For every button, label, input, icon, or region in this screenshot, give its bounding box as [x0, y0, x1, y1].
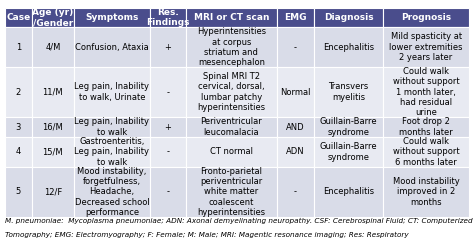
Bar — [74, 27, 150, 67]
Text: Mood instability
improved in 2
months: Mood instability improved in 2 months — [393, 177, 459, 207]
Text: EMG: EMG — [284, 13, 307, 22]
Text: Encephalitis: Encephalitis — [323, 43, 374, 52]
Bar — [32, 67, 74, 117]
Bar — [5, 8, 32, 27]
Bar — [277, 117, 314, 137]
Text: Leg pain, Inability
to walk, Urinate: Leg pain, Inability to walk, Urinate — [74, 82, 149, 102]
Bar — [186, 67, 277, 117]
Bar — [74, 167, 150, 217]
Text: Spinal MRI T2
cervical, dorsal,
lumbar patchy
hyperintensities: Spinal MRI T2 cervical, dorsal, lumbar p… — [197, 72, 265, 112]
Text: Mild spasticity at
lower extremities
2 years later: Mild spasticity at lower extremities 2 y… — [389, 33, 463, 62]
Text: 12/F: 12/F — [44, 187, 62, 196]
Text: Encephalitis: Encephalitis — [323, 187, 374, 196]
Bar — [150, 137, 186, 167]
Text: -: - — [166, 88, 170, 97]
Bar — [314, 27, 383, 67]
Text: Leg pain, Inability
to walk: Leg pain, Inability to walk — [74, 117, 149, 137]
Text: ADN: ADN — [286, 147, 305, 156]
Bar — [383, 167, 469, 217]
Bar — [150, 8, 186, 27]
Text: Guillain-Barre
syndrome: Guillain-Barre syndrome — [319, 142, 377, 162]
Bar — [74, 137, 150, 167]
Bar — [186, 27, 277, 67]
Bar — [186, 167, 277, 217]
Text: Prognosis: Prognosis — [401, 13, 451, 22]
Text: Guillain-Barre
syndrome: Guillain-Barre syndrome — [319, 117, 377, 137]
Bar — [277, 8, 314, 27]
Text: Confusion, Ataxia: Confusion, Ataxia — [75, 43, 149, 52]
Bar — [314, 137, 383, 167]
Bar — [314, 67, 383, 117]
Bar — [74, 67, 150, 117]
Bar — [277, 27, 314, 67]
Text: Could walk
without support
1 month later,
had residual
urine: Could walk without support 1 month later… — [393, 67, 459, 117]
Text: Foot drop 2
months later: Foot drop 2 months later — [399, 117, 453, 137]
Text: Transvers
myelitis: Transvers myelitis — [328, 82, 369, 102]
Text: Symptoms: Symptoms — [85, 13, 139, 22]
Bar — [150, 27, 186, 67]
Text: -: - — [166, 147, 170, 156]
Text: -: - — [294, 43, 297, 52]
Bar — [314, 167, 383, 217]
Bar — [74, 8, 150, 27]
Text: MRI or CT scan: MRI or CT scan — [193, 13, 269, 22]
Text: Hyperintensities
at corpus
striatum and
mesencephalon: Hyperintensities at corpus striatum and … — [197, 27, 266, 68]
Text: 1: 1 — [16, 43, 21, 52]
Bar — [277, 137, 314, 167]
Bar — [32, 27, 74, 67]
Bar — [150, 167, 186, 217]
Text: Periventricular
leucomalacia: Periventricular leucomalacia — [201, 117, 262, 137]
Bar — [32, 137, 74, 167]
Bar — [314, 117, 383, 137]
Bar — [5, 137, 32, 167]
Text: 2: 2 — [16, 88, 21, 97]
Bar — [383, 117, 469, 137]
Text: Fronto-parietal
periventricular
white matter
coalescent
hyperintensities: Fronto-parietal periventricular white ma… — [197, 167, 265, 217]
Text: CT normal: CT normal — [210, 147, 253, 156]
Bar — [383, 137, 469, 167]
Text: 5: 5 — [16, 187, 21, 196]
Text: +: + — [164, 122, 172, 132]
Text: Diagnosis: Diagnosis — [324, 13, 373, 22]
Bar — [314, 8, 383, 27]
Text: Gastroenteritis,
Leg pain, Inability
to walk: Gastroenteritis, Leg pain, Inability to … — [74, 137, 149, 167]
Text: Age (yr)
/Gender: Age (yr) /Gender — [32, 8, 73, 27]
Bar — [5, 67, 32, 117]
Bar — [186, 137, 277, 167]
Bar — [32, 8, 74, 27]
Bar — [277, 67, 314, 117]
Text: 3: 3 — [16, 122, 21, 132]
Bar — [5, 167, 32, 217]
Bar — [186, 8, 277, 27]
Bar — [5, 27, 32, 67]
Text: 11/M: 11/M — [43, 88, 63, 97]
Bar — [383, 8, 469, 27]
Text: Mood instability,
forgetfulness,
Headache,
Decreased school
performance: Mood instability, forgetfulness, Headach… — [74, 167, 149, 217]
Text: 4: 4 — [16, 147, 21, 156]
Text: M. pneumoniae:  Mycoplasma pneumoniae; ADN: Axonal demyelinating neuropathy. CSF: M. pneumoniae: Mycoplasma pneumoniae; AD… — [5, 218, 473, 224]
Text: -: - — [294, 187, 297, 196]
Bar — [277, 167, 314, 217]
Text: AND: AND — [286, 122, 305, 132]
Bar — [150, 117, 186, 137]
Text: 15/M: 15/M — [43, 147, 63, 156]
Bar — [5, 117, 32, 137]
Text: Normal: Normal — [280, 88, 310, 97]
Text: 16/M: 16/M — [43, 122, 63, 132]
Text: Case: Case — [6, 13, 30, 22]
Bar — [32, 167, 74, 217]
Bar — [383, 67, 469, 117]
Bar — [32, 117, 74, 137]
Text: +: + — [164, 43, 172, 52]
Bar — [186, 117, 277, 137]
Bar — [383, 27, 469, 67]
Text: Tomography; EMG: Electromyography; F: Female; M: Male; MRI: Magentic resonance i: Tomography; EMG: Electromyography; F: Fe… — [5, 232, 409, 238]
Text: Could walk
without support
6 months later: Could walk without support 6 months late… — [393, 137, 459, 167]
Text: -: - — [166, 187, 170, 196]
Bar — [74, 117, 150, 137]
Text: 4/M: 4/M — [45, 43, 61, 52]
Text: Res.
Findings: Res. Findings — [146, 8, 190, 27]
Bar — [150, 67, 186, 117]
